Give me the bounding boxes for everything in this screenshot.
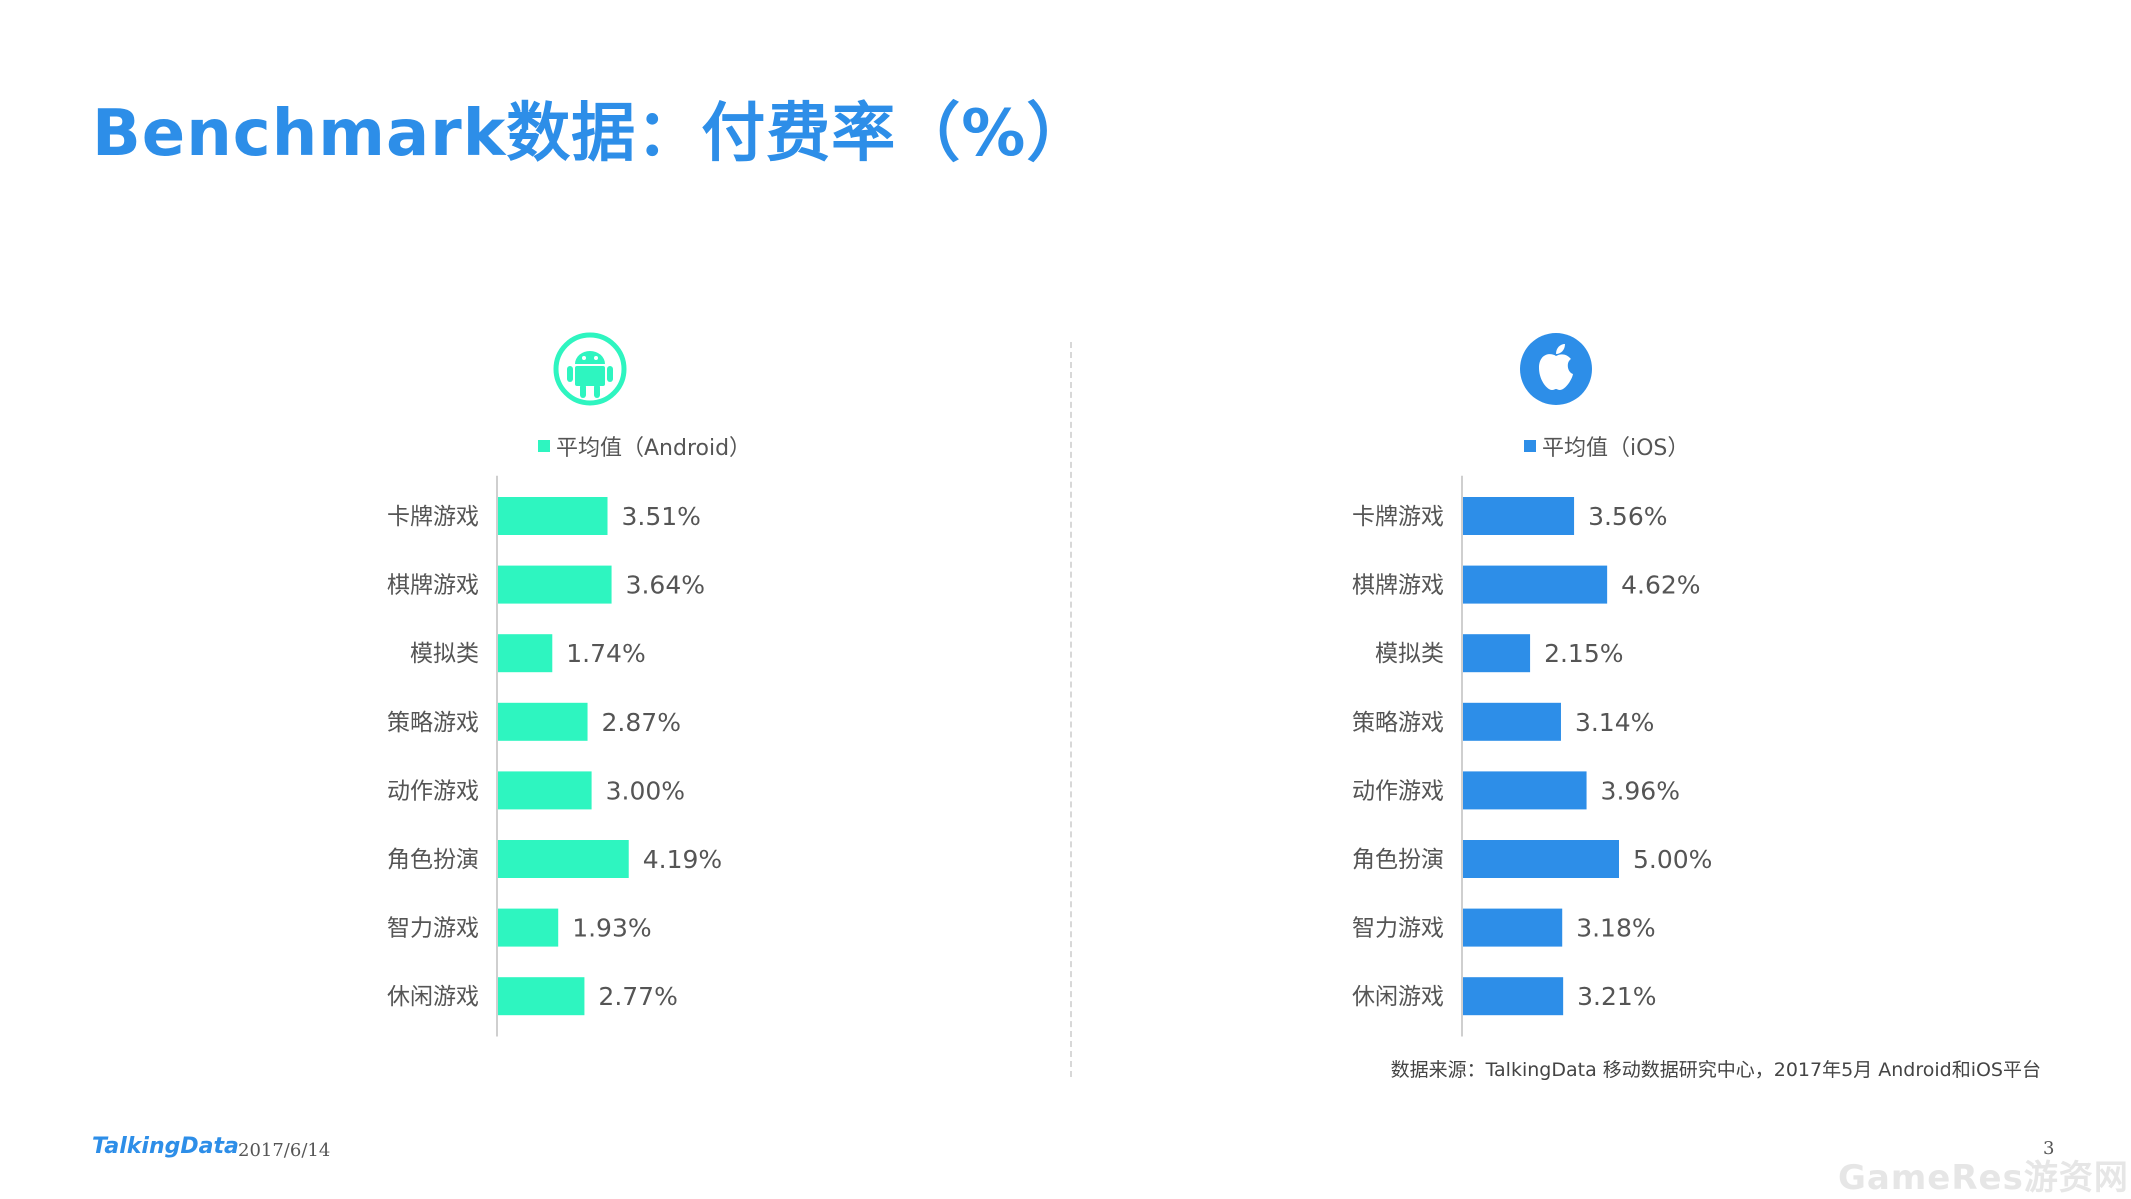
android-bar [498,840,629,878]
android-value-label: 4.19% [643,845,722,874]
ios-bar [1463,977,1564,1016]
android-category-label: 动作游戏 [387,778,479,804]
ios-bar [1463,634,1531,673]
android-bar [498,634,553,673]
android-value-label: 2.87% [602,708,681,737]
ios-value-label: 4.62% [1621,571,1700,600]
legend-label-ios: 平均值（iOS） [1542,436,1690,461]
android-bar [498,908,559,947]
ios-bar [1463,565,1608,604]
legend-swatch-ios [1524,440,1536,452]
ios-bar [1463,840,1619,878]
android-category-label: 智力游戏 [387,916,479,942]
android-category-label: 策略游戏 [387,710,479,736]
ios-value-label: 5.00% [1633,845,1712,874]
android-bar [498,977,585,1016]
android-value-label: 2.77% [598,982,677,1011]
ios-category-label: 棋牌游戏 [1352,573,1444,599]
legend-ios: 平均值（iOS） [1524,430,1689,462]
page-title: Benchmark数据：付费率（%） [92,97,1092,171]
android-category-label: 休闲游戏 [387,984,479,1010]
ios-category-label: 策略游戏 [1352,710,1444,736]
android-bar [498,702,588,741]
android-value-label: 1.93% [572,914,651,943]
android-bar [498,497,608,535]
ios-bar [1463,497,1575,535]
android-value-label: 3.64% [626,571,705,600]
ios-category-label: 卡牌游戏 [1352,504,1444,530]
ios-bar [1463,702,1561,741]
ios-category-label: 角色扮演 [1352,847,1444,873]
legend-android: 平均值（Android） [538,430,751,462]
ios-category-label: 模拟类 [1375,641,1444,667]
ios-category-label: 休闲游戏 [1352,984,1444,1010]
ios-value-label: 3.18% [1576,914,1655,943]
ios-value-label: 3.14% [1575,708,1654,737]
android-bar [498,565,612,604]
watermark-logo: GameRes游资网 [1838,1158,2129,1198]
data-source-note: 数据来源：TalkingData 移动数据研究中心，2017年5月 Androi… [1390,1059,2041,1081]
android-value-label: 3.00% [606,776,685,805]
ios-bar [1463,908,1563,947]
apple-logo-icon [1520,333,1592,405]
legend-swatch-android [538,440,550,452]
legend-label-android: 平均值（Android） [556,436,752,461]
footer-date: 2017/6/14 [238,1140,331,1161]
android-category-label: 模拟类 [410,641,479,667]
android-value-label: 1.74% [566,639,645,668]
ios-category-label: 智力游戏 [1352,916,1444,942]
ios-value-label: 2.15% [1544,639,1623,668]
page-number: 3 [2043,1138,2055,1159]
android-category-label: 棋牌游戏 [387,573,479,599]
ios-bar [1463,771,1587,810]
android-bar [498,771,592,810]
ios-value-label: 3.96% [1601,776,1680,805]
ios-category-label: 动作游戏 [1352,778,1444,804]
panel-divider [1070,342,1072,1077]
talkingdata-logo: TalkingData [92,1134,239,1159]
android-value-label: 3.51% [622,502,701,531]
android-robot-icon [553,332,627,406]
android-category-label: 角色扮演 [387,847,479,873]
android-category-label: 卡牌游戏 [387,504,479,530]
ios-value-label: 3.56% [1588,502,1667,531]
ios-value-label: 3.21% [1577,982,1656,1011]
